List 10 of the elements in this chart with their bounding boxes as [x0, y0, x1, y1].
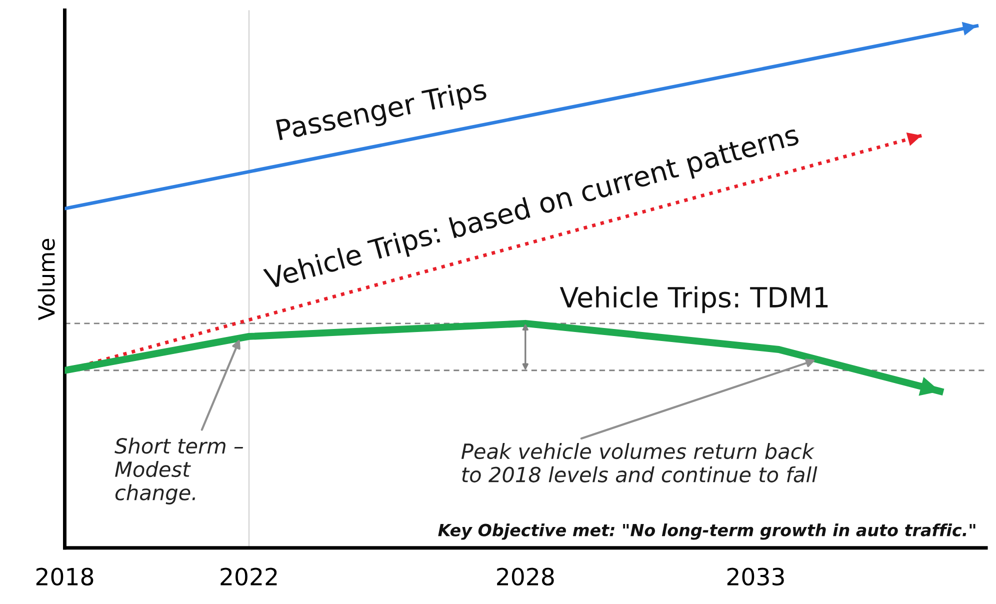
y-axis-title: Volume — [38, 238, 55, 320]
x-tick-label: 2028 — [497, 568, 554, 586]
x-tick-label: 2022 — [220, 568, 277, 586]
x-tick-label: 2033 — [727, 568, 784, 586]
x-tick-label: 2018 — [36, 568, 94, 586]
annotation: Short term – Modest change. — [114, 438, 244, 504]
annotation: Key Objective met: "No long-term growth in auto traffic." — [438, 524, 976, 540]
annotation: Peak vehicle volumes return back to 2018 levels and continue to fall — [461, 443, 818, 482]
text: Passenger Trips — [276, 78, 488, 146]
series-label: Vehicle Trips: TDM1 — [560, 286, 828, 314]
